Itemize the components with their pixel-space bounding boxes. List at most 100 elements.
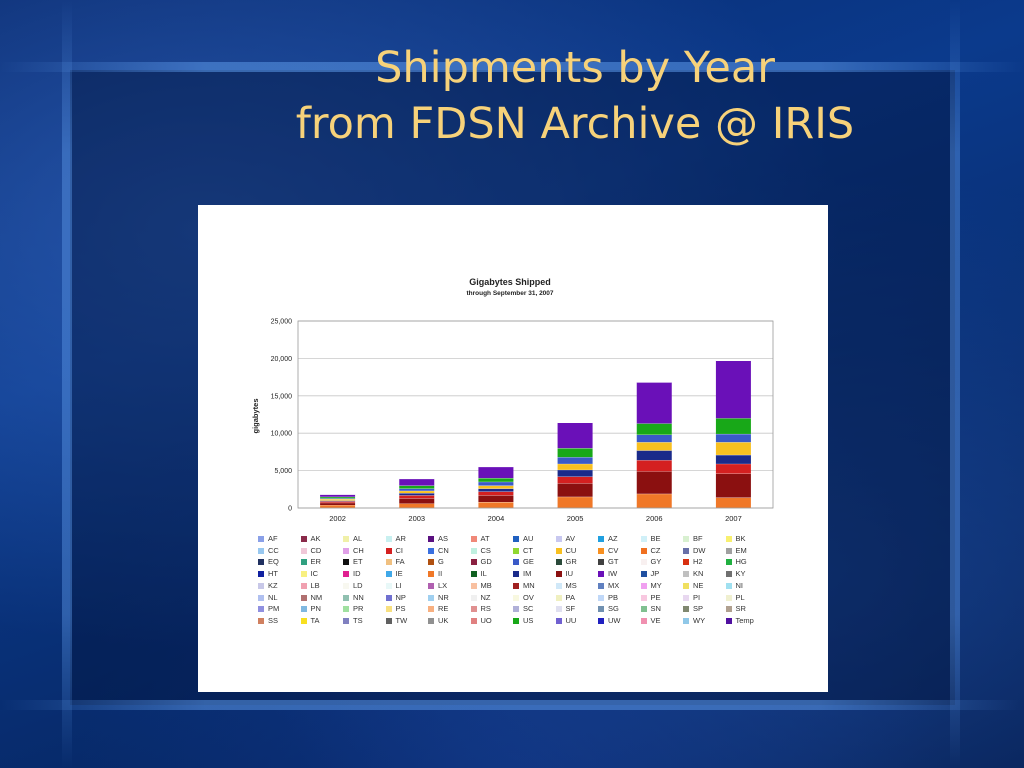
bar-segment-ii-2002 [320, 505, 356, 508]
legend-label: SP [693, 604, 704, 614]
legend-item-cu: CU [555, 546, 576, 557]
legend-label: AL [353, 534, 363, 543]
legend-swatch [555, 582, 562, 589]
legend-swatch [598, 559, 604, 566]
legend-item-uw: UW [598, 616, 621, 627]
bar-segment-us-2003 [399, 485, 435, 489]
x-tick-label: 2002 [329, 514, 346, 523]
legend-item-lb: LB [300, 580, 320, 592]
legend-item-mx: MX [598, 581, 619, 592]
legend-item-pr: PR [343, 604, 363, 615]
legend-swatch [428, 606, 434, 613]
legend-swatch [428, 582, 434, 589]
legend-label: II [438, 569, 443, 579]
legend-item-np: NP [385, 593, 406, 604]
bar-segment-ii-2003 [399, 503, 435, 508]
legend-label: EQ [268, 557, 279, 567]
legend-swatch [470, 571, 477, 578]
legend-swatch [258, 594, 264, 601]
legend-item-lx: LX [428, 581, 447, 592]
legend-item-be: BE [640, 534, 661, 545]
legend-label: IU [565, 569, 574, 579]
legend-item-sg: SG [598, 604, 619, 615]
x-tick-label: 2005 [567, 514, 584, 523]
legend-label: PS [395, 604, 406, 614]
legend-swatch [343, 606, 349, 613]
bar-segment-ii-2005 [557, 496, 593, 508]
legend-swatch [640, 582, 647, 589]
y-tick-label: 15,000 [271, 393, 293, 400]
legend-swatch [385, 547, 392, 554]
y-tick-label: 25,000 [271, 319, 293, 326]
legend-swatch [598, 571, 604, 578]
legend-swatch [725, 617, 732, 624]
x-tick-label: 2003 [408, 514, 425, 523]
legend-swatch [683, 571, 689, 578]
legend-item-sf: SF [555, 604, 575, 615]
bar-segment-ii-2004 [478, 502, 514, 508]
legend-swatch [683, 606, 689, 613]
legend-item-ne: NE [683, 581, 703, 592]
legend-item-us: US [513, 616, 533, 627]
legend-item-uo: UO [470, 615, 492, 627]
legend-swatch [385, 582, 392, 589]
frame-line-top [0, 62, 1024, 72]
legend-swatch [555, 571, 562, 578]
legend-label: NN [353, 592, 364, 602]
bar-segment-ge-2003 [399, 488, 435, 491]
legend-label: MS [565, 580, 577, 590]
chart-title: Gigabytes Shipped [469, 277, 551, 287]
legend-item-dw: DW [683, 546, 706, 557]
legend-label: LB [310, 580, 320, 590]
bar-segment-cu-2005 [557, 463, 593, 470]
legend-swatch [300, 547, 307, 554]
legend-item-ar: AR [385, 534, 406, 545]
legend-label: BF [693, 534, 703, 543]
legend-label: MN [523, 580, 535, 590]
legend-label: TW [395, 615, 408, 625]
bar-segment-iu-2002 [320, 502, 356, 506]
legend-label: NR [438, 592, 449, 602]
legend-item-ps: PS [385, 604, 406, 615]
legend-item-il: IL [470, 569, 487, 580]
legend-swatch [300, 582, 307, 589]
legend-item-rs: RS [470, 604, 491, 615]
legend-label: AZ [608, 534, 618, 543]
legend-swatch [300, 571, 307, 578]
legend-swatch [555, 547, 562, 554]
legend-swatch [725, 536, 732, 543]
legend-swatch [513, 547, 519, 554]
legend-item-ov: OV [513, 593, 534, 604]
legend-item-nl: NL [258, 593, 278, 604]
legend-item-bf: BF [683, 534, 703, 545]
legend-label: DW [693, 545, 706, 555]
legend-swatch [300, 617, 307, 624]
legend-label: AR [395, 534, 406, 543]
legend-label: GY [650, 557, 662, 567]
legend-item-cv: CV [598, 546, 618, 557]
legend-item-ss: SS [258, 616, 278, 627]
legend-item-ve: VE [640, 616, 661, 627]
bar-segment-us-2005 [557, 448, 593, 458]
legend-label: PM [268, 604, 280, 614]
legend-swatch [640, 571, 647, 578]
legend-label: UO [480, 615, 492, 625]
legend-label: CC [268, 545, 279, 555]
legend-item-gr: GR [555, 557, 577, 568]
legend-item-uu: UU [555, 616, 576, 627]
bar-segment-cu-2002 [320, 499, 356, 501]
legend-swatch [555, 606, 562, 613]
legend-item-ct: CT [513, 546, 533, 557]
chart-card: Gigabytes Shipped through September 31, … [198, 205, 828, 692]
legend-label: GD [480, 557, 492, 567]
legend-swatch [513, 559, 519, 566]
legend-label: MY [650, 580, 662, 590]
legend-swatch [258, 571, 264, 578]
legend-item-wy: WY [683, 616, 705, 627]
legend-swatch [428, 617, 434, 624]
legend-item-pl: PL [725, 592, 745, 604]
legend-label: PL [735, 592, 745, 602]
legend-swatch [513, 606, 519, 613]
legend-swatch [725, 559, 732, 566]
legend-item-ld: LD [343, 581, 363, 592]
